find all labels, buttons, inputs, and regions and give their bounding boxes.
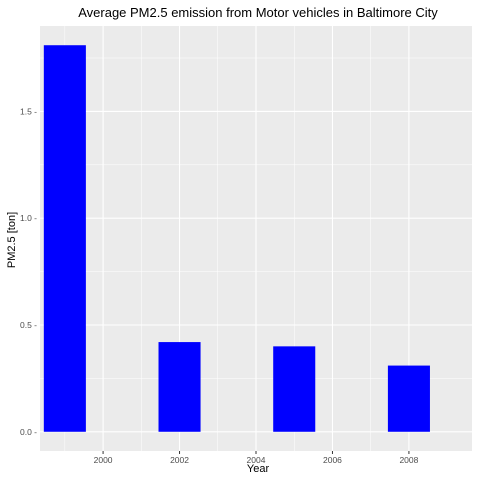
x-tick-label: 2000 (94, 455, 113, 465)
bar-1999 (43, 45, 86, 432)
bar-2002 (158, 342, 201, 432)
y-tick-label: 1.5 - (20, 106, 37, 116)
bars (43, 45, 430, 432)
x-tick-label: 2008 (399, 455, 418, 465)
bar-2008 (387, 365, 430, 432)
y-axis-title: PM2.5 [ton] (6, 212, 18, 268)
x-axis-title: Year (247, 463, 270, 475)
x-tick-label: 2004 (247, 455, 266, 465)
y-tick-label: 0.5 - (20, 320, 37, 330)
y-axis-ticks: 0.0 - 0.5 - 1.0 - 1.5 - (20, 106, 37, 436)
x-tick-label: 2006 (323, 455, 342, 465)
y-tick-label: 0.0 - (20, 427, 37, 437)
x-axis-ticks: 2000 2002 2004 2006 2008 (94, 451, 419, 465)
x-tick-label: 2002 (170, 455, 189, 465)
y-tick-label: 1.0 - (20, 213, 37, 223)
chart-title: Average PM2.5 emission from Motor vehicl… (78, 5, 438, 20)
gridlines (40, 26, 472, 451)
bar-2005 (273, 346, 316, 432)
